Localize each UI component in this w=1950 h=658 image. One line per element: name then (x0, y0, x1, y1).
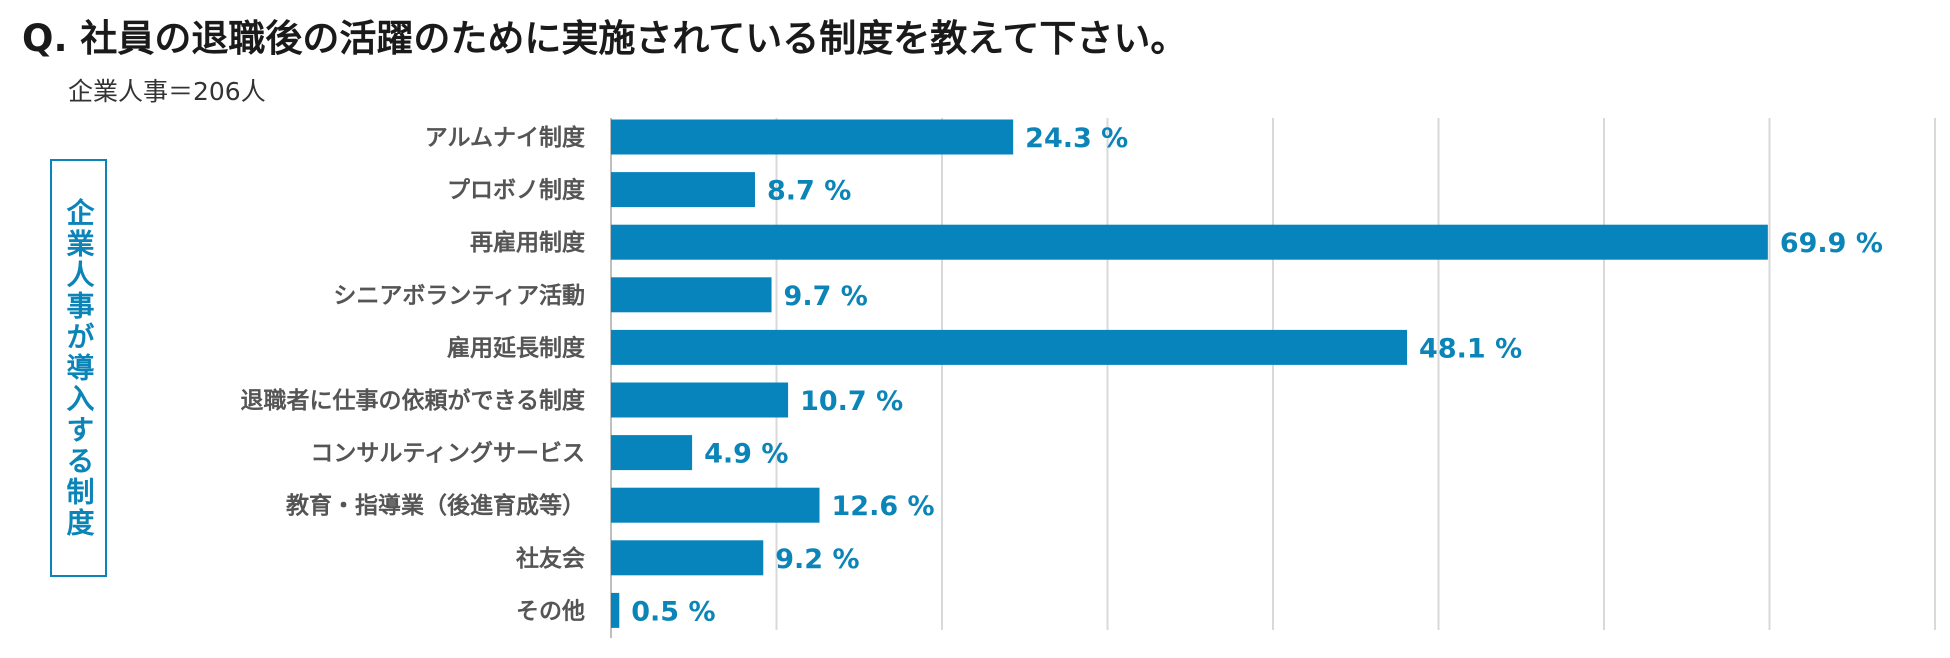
value-label: 9.2 % (775, 544, 859, 575)
value-label: 8.7 % (767, 176, 851, 207)
bar (611, 540, 764, 576)
value-label: 10.7 % (800, 386, 903, 417)
value-label: 69.9 % (1780, 228, 1883, 259)
bar (611, 277, 772, 313)
bar (611, 172, 755, 208)
category-label: 教育・指導業（後進育成等） (286, 492, 585, 519)
category-label: アルムナイ制度 (425, 124, 586, 151)
sample-size-label: 企業人事＝206人 (68, 77, 266, 106)
y-axis-title: 企業人事が導入する制度 (62, 197, 96, 539)
bar (611, 487, 820, 523)
bar (611, 329, 1408, 365)
value-label: 12.6 % (832, 491, 935, 522)
category-label: 雇用延長制度 (447, 334, 586, 361)
category-label: 社友会 (516, 545, 585, 572)
value-label: 48.1 % (1419, 333, 1522, 364)
category-label: その他 (516, 598, 585, 624)
category-label: シニアボランティア活動 (333, 283, 585, 309)
bar (611, 224, 1768, 260)
value-label: 9.7 % (784, 281, 868, 312)
value-label: 4.9 % (704, 439, 788, 470)
bar (611, 592, 620, 628)
bar (611, 382, 789, 418)
category-label: 再雇用制度 (470, 229, 586, 256)
category-label: 退職者に仕事の依頼ができる制度 (240, 387, 586, 414)
category-label: コンサルティングサービス (310, 440, 585, 467)
question-title: Q. 社員の退職後の活躍のために実施されている制度を教えて下さい。 (22, 17, 1188, 60)
y-axis-title-box: 企業人事が導入する制度 (50, 159, 107, 577)
value-label: 24.3 % (1025, 123, 1128, 154)
category-label: プロボノ制度 (447, 177, 586, 204)
value-label: 0.5 % (631, 596, 715, 627)
bar (611, 119, 1014, 155)
bar (611, 435, 693, 471)
